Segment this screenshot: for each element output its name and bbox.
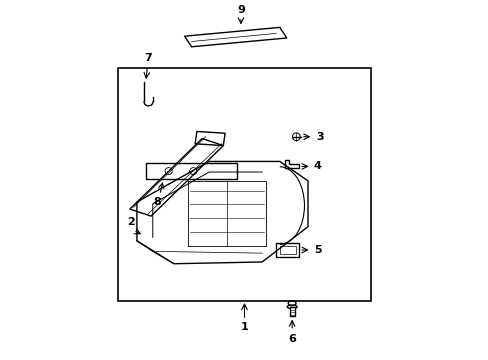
Bar [145,163,237,179]
Text: 1: 1 [240,322,248,332]
Bar [276,243,299,257]
Text: 8: 8 [154,197,161,207]
Text: 6: 6 [287,334,295,343]
Text: 7: 7 [144,53,152,63]
Bar [117,68,371,301]
Bar [279,246,295,254]
Text: 9: 9 [237,5,244,15]
Text: 5: 5 [314,245,321,255]
Text: 2: 2 [127,217,135,228]
Bar [289,307,294,316]
Text: 3: 3 [315,132,323,142]
Text: 4: 4 [313,161,321,171]
